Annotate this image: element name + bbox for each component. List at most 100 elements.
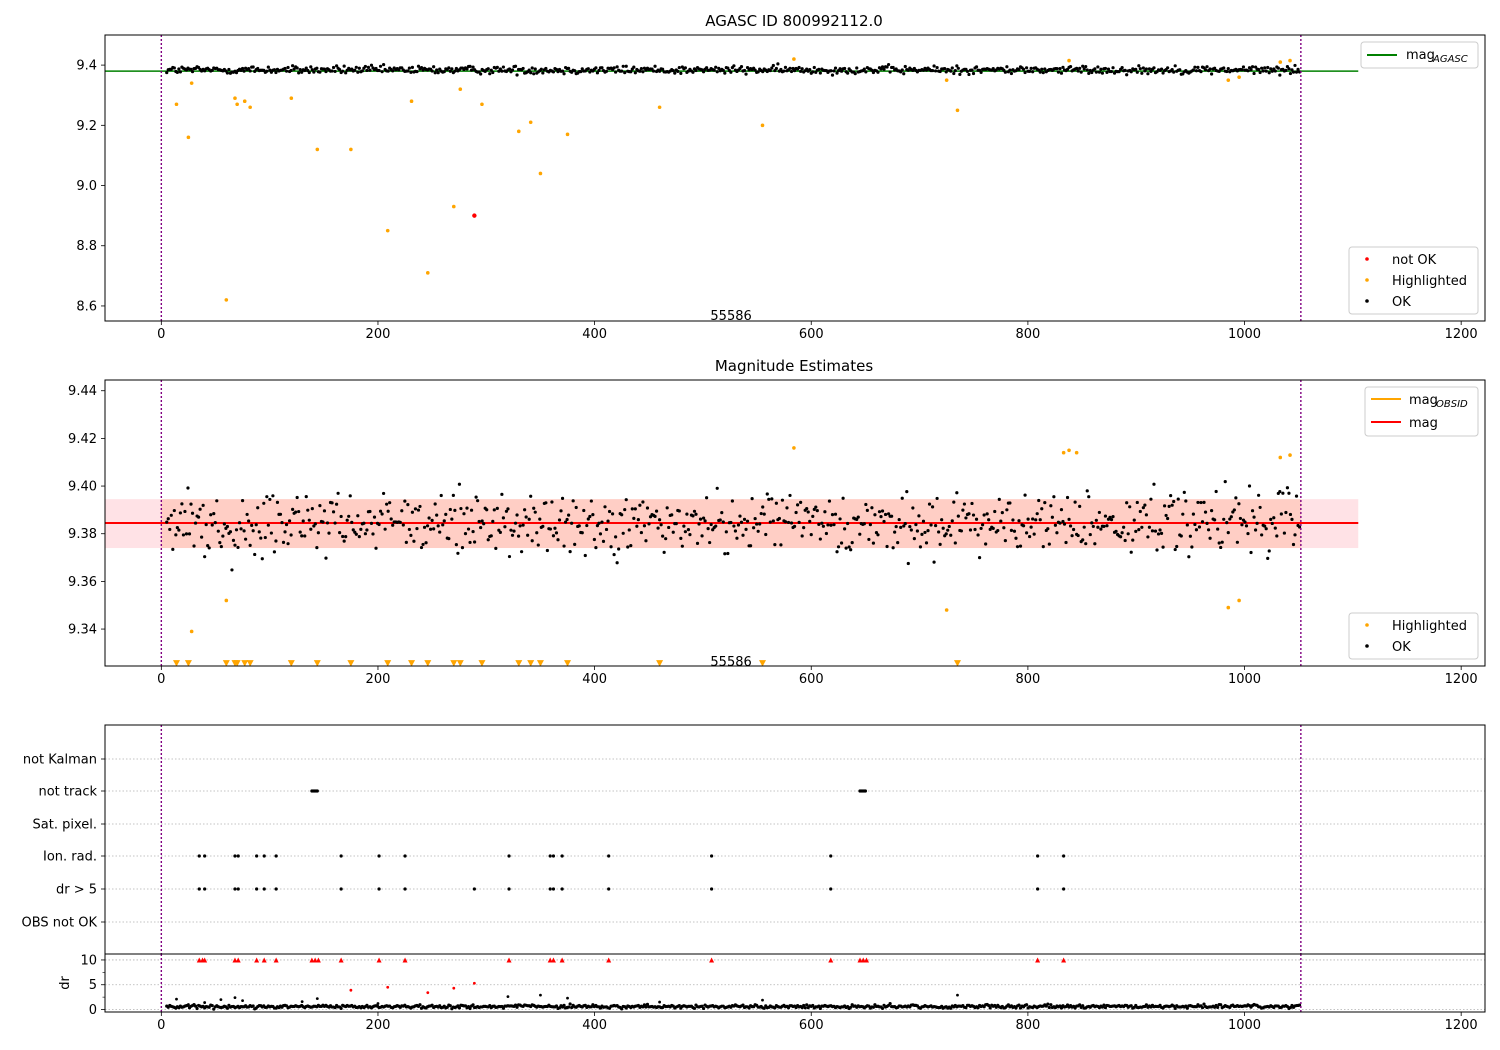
- dr-point: [175, 997, 178, 1001]
- ok-point: [930, 68, 935, 73]
- ok-point: [838, 67, 842, 71]
- dr-point: [203, 1001, 207, 1004]
- ok-point: [748, 544, 753, 548]
- dr-clip-marker: [860, 957, 866, 963]
- ok-point: [1185, 523, 1189, 527]
- out-of-range-marker: [564, 660, 572, 666]
- ok-point: [469, 68, 474, 72]
- ok-point: [489, 68, 493, 72]
- highlighted-point: [189, 629, 194, 634]
- ok-point: [222, 522, 226, 526]
- ok-point: [624, 498, 628, 502]
- ok-point: [1059, 508, 1064, 512]
- ok-point: [1099, 67, 1103, 71]
- ok-point: [283, 530, 287, 534]
- highlighted-point: [425, 271, 430, 275]
- ok-point: [785, 506, 789, 510]
- ok-point: [524, 515, 528, 519]
- ok-point: [1149, 69, 1153, 74]
- ok-point: [333, 69, 337, 74]
- ok-point: [955, 64, 959, 68]
- flag-point: [560, 854, 564, 858]
- ok-point: [203, 555, 207, 559]
- ok-point: [436, 71, 440, 75]
- ok-point: [212, 512, 216, 516]
- ok-point: [518, 524, 522, 528]
- ok-point: [422, 525, 427, 529]
- highlighted-point: [1074, 450, 1079, 455]
- ok-point: [607, 509, 612, 514]
- ok-point: [401, 523, 405, 527]
- dr-clip-marker: [338, 957, 344, 963]
- ok-point: [225, 1006, 230, 1010]
- ok-point: [178, 70, 182, 74]
- ok-point: [877, 510, 882, 514]
- ok-point: [240, 499, 245, 503]
- dr-clip-marker: [261, 957, 267, 963]
- ok-point: [937, 530, 941, 534]
- ok-point: [1225, 521, 1229, 525]
- ok-point: [1257, 67, 1261, 72]
- legend-marker: [1365, 257, 1369, 261]
- ok-point: [533, 510, 537, 514]
- ok-point: [601, 539, 606, 543]
- ok-point: [999, 519, 1003, 523]
- ok-point: [570, 521, 574, 525]
- ok-point: [200, 535, 204, 539]
- ok-point: [949, 69, 953, 73]
- ok-point: [1225, 69, 1229, 74]
- ok-point: [563, 520, 568, 524]
- ok-point: [532, 72, 536, 76]
- ok-point: [251, 65, 255, 69]
- ok-point: [929, 523, 933, 527]
- ok-point: [336, 491, 340, 495]
- ok-point: [761, 505, 765, 509]
- ok-point: [409, 533, 413, 537]
- ok-point: [657, 518, 662, 522]
- ok-point: [745, 519, 750, 523]
- ok-point: [753, 68, 757, 72]
- ok-point: [330, 501, 334, 505]
- dr-point: [376, 1002, 380, 1005]
- x-tick-label: 1200: [1445, 327, 1478, 342]
- ok-point: [219, 544, 223, 549]
- ok-point: [1243, 520, 1247, 524]
- ok-point: [867, 537, 871, 542]
- ok-point: [454, 66, 458, 71]
- ok-point: [272, 68, 277, 72]
- ok-point: [768, 68, 772, 73]
- ok-point: [657, 69, 662, 73]
- ok-point: [344, 71, 348, 75]
- ok-point: [909, 528, 913, 532]
- ok-point: [691, 70, 695, 74]
- ok-point: [915, 529, 920, 533]
- ok-point: [1205, 65, 1209, 69]
- ok-point: [515, 513, 519, 517]
- highlighted-point: [349, 147, 353, 152]
- out-of-range-marker: [456, 660, 464, 666]
- ok-point: [1202, 500, 1206, 504]
- ok-point: [717, 66, 721, 70]
- out-of-range-marker: [953, 660, 961, 666]
- ok-point: [1246, 69, 1250, 73]
- ok-point: [201, 503, 205, 507]
- ok-point: [709, 522, 713, 527]
- flag-label: Ion. rad.: [43, 850, 97, 865]
- ok-point: [406, 69, 410, 73]
- ok-point: [1068, 524, 1073, 528]
- ok-point: [644, 539, 648, 543]
- ok-point: [366, 65, 371, 70]
- ok-point: [644, 1005, 648, 1009]
- ok-point: [236, 545, 240, 550]
- ok-point: [356, 70, 360, 74]
- ok-point: [742, 517, 747, 521]
- ok-point: [633, 507, 637, 511]
- ok-point: [186, 486, 190, 490]
- ok-point: [591, 513, 595, 517]
- ok-point: [820, 521, 824, 525]
- ok-point: [287, 519, 292, 523]
- ok-point: [1138, 509, 1142, 514]
- ok-point: [830, 73, 835, 77]
- ok-point: [1058, 67, 1062, 71]
- ok-point: [1087, 495, 1091, 499]
